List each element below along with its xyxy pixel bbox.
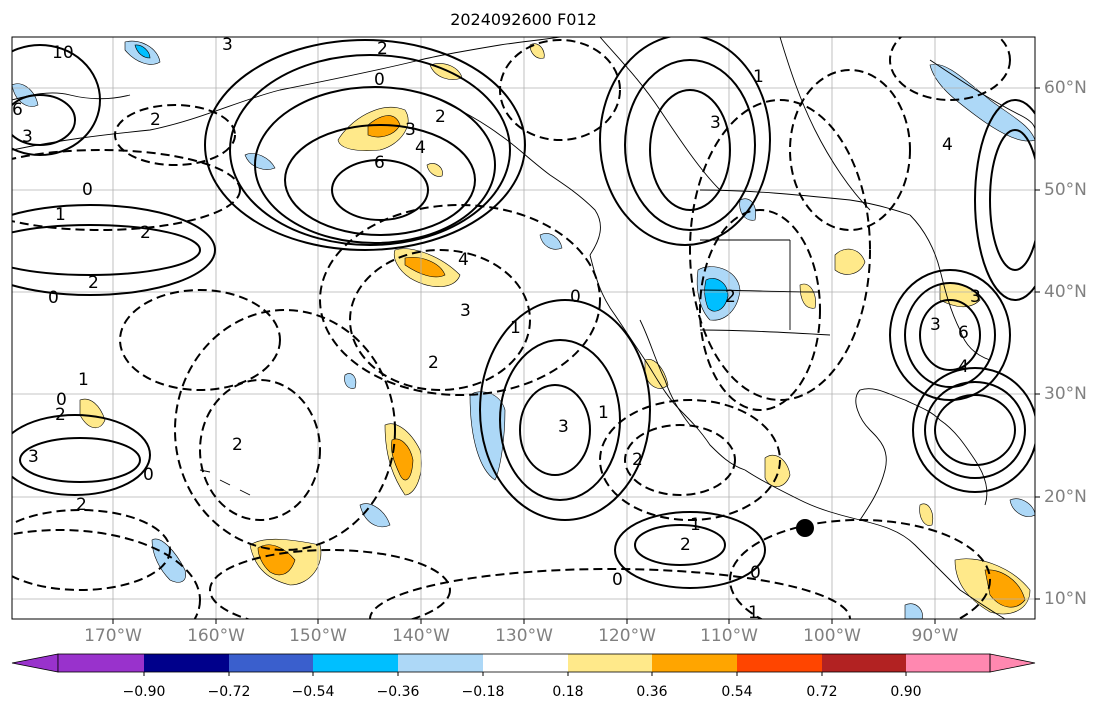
colorbar-swatch	[313, 654, 398, 672]
lon-label: 130°W	[495, 626, 553, 646]
contour-label: 0	[48, 288, 59, 308]
contour-label: 1	[748, 603, 759, 623]
colorbar-tick-label: 0.90	[890, 684, 922, 700]
contour-label: 1	[753, 67, 764, 87]
contour-label: 10	[52, 43, 74, 63]
lon-label: 90°W	[911, 626, 959, 646]
colorbar-swatch	[737, 654, 822, 672]
contour-labels: 10 3 2 0 6 3 2 4 6 3 2 0 1 2 0 2 4 3 1 0…	[12, 35, 981, 623]
contour-label: 4	[942, 135, 953, 155]
contour-label: 2	[435, 107, 446, 127]
contour-label: 3	[22, 127, 33, 147]
contour-label: 2	[632, 450, 643, 470]
contour-label: 3	[460, 301, 471, 321]
contour-label: 2	[377, 39, 388, 59]
colorbar-swatch	[483, 654, 568, 672]
contour-label: 1	[690, 515, 701, 535]
contour-label: 3	[222, 35, 233, 55]
map-title: 2024092600 F012	[450, 10, 597, 29]
colorbar-swatch	[822, 654, 906, 672]
colorbar	[11, 653, 1036, 676]
lat-label: 20°N	[1044, 487, 1087, 507]
colorbar-tick-label: −0.72	[207, 684, 251, 700]
lon-label: 170°W	[84, 626, 142, 646]
contours-negative	[12, 37, 1011, 619]
contour-label: 0	[143, 465, 154, 485]
axis-ticks	[112, 87, 1040, 624]
contour-label: 2	[88, 273, 99, 293]
location-marker	[796, 519, 814, 537]
contour-label: 2	[725, 287, 736, 307]
colorbar-extend-high	[989, 653, 1036, 673]
lon-label: 160°W	[187, 626, 245, 646]
contour-label: 3	[930, 315, 941, 335]
contour-label: 0	[612, 570, 623, 590]
colorbar-tick-label: 0.72	[806, 684, 838, 700]
colorbar-tick-label: 0.18	[552, 684, 584, 700]
colorbar-swatch	[229, 654, 313, 672]
contour-label: 1	[78, 370, 89, 390]
colorbar-tick-label: −0.90	[122, 684, 166, 700]
contour-label: 6	[374, 153, 385, 173]
contour-label: 3	[558, 417, 569, 437]
map-panel: 10 3 2 0 6 3 2 4 6 3 2 0 1 2 0 2 4 3 1 0…	[12, 35, 1035, 623]
lon-label: 140°W	[392, 626, 450, 646]
lat-label: 10°N	[1044, 589, 1087, 609]
contour-label: 2	[150, 110, 161, 130]
colorbar-swatch	[652, 654, 737, 672]
lon-label: 150°W	[289, 626, 347, 646]
colorbar-tick-label: −0.18	[461, 684, 505, 700]
contour-label: 6	[958, 323, 969, 343]
gridlines	[12, 37, 1035, 619]
contour-label: 0	[82, 180, 93, 200]
contour-label: 0	[750, 563, 761, 583]
contour-label: 2	[76, 495, 87, 515]
colorbar-tick-label: 0.54	[721, 684, 753, 700]
contour-label: 1	[55, 205, 66, 225]
contour-label: 3	[405, 120, 416, 140]
lat-label: 30°N	[1044, 384, 1087, 404]
contour-label: 4	[415, 138, 426, 158]
contour-label: 3	[28, 447, 39, 467]
contour-label: 2	[428, 353, 439, 373]
colorbar-extend-low	[11, 653, 59, 673]
contour-label: 3	[970, 287, 981, 307]
contour-label: 4	[458, 250, 469, 270]
contours-positive	[12, 37, 1035, 589]
contour-label: 2	[680, 535, 691, 555]
lat-label: 40°N	[1044, 282, 1087, 302]
colorbar-swatch	[568, 654, 652, 672]
contour-label: 2	[232, 435, 243, 455]
colorbar-swatch	[906, 654, 990, 672]
contour-label: 6	[12, 100, 23, 120]
colorbar-tick-label: −0.36	[376, 684, 420, 700]
contour-label: 2	[140, 223, 151, 243]
contour-label: 3	[710, 113, 721, 133]
colorbar-swatch	[144, 654, 229, 672]
contour-label: 4	[958, 357, 969, 377]
lon-label: 100°W	[803, 626, 861, 646]
lat-label: 60°N	[1044, 78, 1087, 98]
lon-label: 110°W	[700, 626, 758, 646]
colorbar-swatch	[58, 654, 144, 672]
shading-positive	[79, 43, 1031, 615]
contour-label: 1	[510, 318, 521, 338]
lon-label: 120°W	[598, 626, 656, 646]
colorbar-tick-label: 0.36	[636, 684, 668, 700]
contour-label: 1	[598, 403, 609, 423]
contour-label: 0	[56, 390, 67, 410]
contour-label: 0	[374, 70, 385, 90]
contour-label: 0	[570, 287, 581, 307]
contour-label: 2	[55, 405, 66, 425]
colorbar-tick-label: −0.54	[291, 684, 335, 700]
colorbar-swatch	[398, 654, 483, 672]
coastlines	[12, 37, 1035, 619]
lat-label: 50°N	[1044, 180, 1087, 200]
